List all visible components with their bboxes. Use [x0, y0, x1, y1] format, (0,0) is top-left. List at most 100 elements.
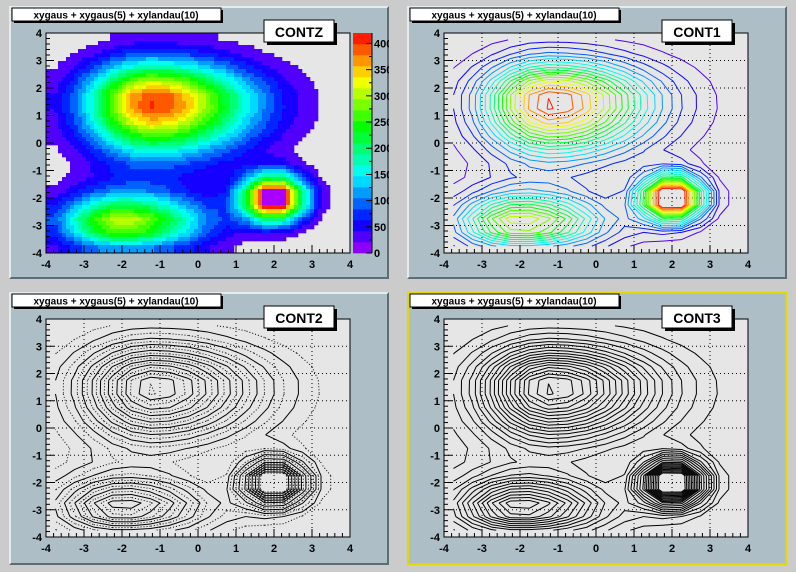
contour-line-segment [510, 209, 530, 212]
contour-fill-cell [126, 113, 131, 118]
contour-fill-cell [222, 233, 227, 238]
contour-fill-cell [70, 197, 75, 202]
contour-fill-cell [194, 229, 199, 234]
contour-fill-cell [98, 185, 103, 190]
contour-fill-cell [230, 193, 235, 198]
pad-cont1[interactable]: -4 -3 -2 -1 0 1 2 3 4 -4 -3 -2 -1 0 1 2 3 4 xygaus + xygau… [407, 6, 787, 279]
contour-fill-cell [226, 69, 231, 74]
contour-line-segment [662, 122, 667, 127]
contour-fill-cell [278, 237, 283, 242]
contour-line-segment [169, 486, 175, 490]
contour-fill-cell [82, 221, 87, 226]
contour-fill-cell [306, 225, 311, 230]
contour-fill-cell [290, 113, 295, 118]
contour-fill-cell [286, 89, 291, 94]
contour-fill-cell [210, 193, 215, 198]
label-background [263, 19, 335, 43]
contour-fill-cell [166, 249, 171, 254]
contour-fill-cell [266, 173, 271, 178]
contour-fill-cell [230, 89, 235, 94]
contour-fill-cell [74, 53, 79, 58]
contour-line-segment [169, 473, 173, 477]
contour-fill-cell [126, 237, 131, 242]
contour-fill-cell [114, 101, 119, 106]
contour-line-segment [491, 177, 511, 185]
contour-fill-cell [186, 97, 191, 102]
contour-fill-cell [270, 181, 275, 186]
contour-fill-cell [226, 133, 231, 138]
contour-line-segment [662, 228, 682, 230]
contour-fill-cell [150, 129, 155, 134]
contour-fill-cell [86, 213, 91, 218]
contour-fill-cell [234, 109, 239, 114]
contour-fill-cell [66, 145, 71, 150]
contour-fill-cell [126, 153, 131, 158]
contour-fill-cell [274, 145, 279, 150]
contour-fill-cell [198, 37, 203, 42]
contour-fill-cell [102, 201, 107, 206]
contour-fill-cell [114, 157, 119, 162]
contour-fill-cell [98, 81, 103, 86]
contour-fill-cell [146, 221, 151, 226]
pad-contz[interactable]: -4-3-2-101234-4-3-2-10123405010015020025… [9, 6, 389, 279]
contour-line-segment [472, 238, 492, 246]
contour-line-segment [302, 471, 307, 477]
contour-fill-cell [306, 209, 311, 214]
contour-fill-cell [130, 137, 135, 142]
contour-fill-cell [302, 169, 307, 174]
contour-fill-cell [114, 241, 119, 246]
contour-fill-cell [178, 213, 183, 218]
y-tick-label: 4 [36, 28, 43, 40]
contour-fill-cell [134, 201, 139, 206]
contour-fill-cell [214, 197, 219, 202]
contour-fill-cell [86, 185, 91, 190]
contour-line-segment [494, 80, 506, 96]
contour-fill-cell [110, 141, 115, 146]
contour-fill-cell [206, 45, 211, 50]
contour-fill-cell [102, 137, 107, 142]
contour-fill-cell [178, 89, 183, 94]
contour-line-segment [567, 138, 587, 143]
contour-line-segment [586, 188, 590, 192]
contour-fill-cell [310, 85, 315, 90]
contour-fill-cell [162, 249, 167, 254]
contour-fill-cell [118, 33, 123, 38]
contour-fill-cell [70, 153, 75, 158]
contour-line-segment [529, 192, 549, 196]
contour-fill-cell [242, 209, 247, 214]
contour-line-segment [474, 149, 490, 164]
contour-fill-cell [242, 53, 247, 58]
contour-fill-cell [78, 89, 83, 94]
contour-fill-cell [254, 81, 259, 86]
contour-fill-cell [194, 69, 199, 74]
contour-line-segment [529, 55, 549, 58]
contour-fill-cell [158, 145, 163, 150]
contour-fill-cell [190, 113, 195, 118]
contour-fill-cell [82, 153, 87, 158]
contour-fill-cell [166, 77, 171, 82]
contour-fill-cell [294, 165, 299, 170]
contour-fill-cell [158, 177, 163, 182]
contour-fill-cell [134, 53, 139, 58]
contour-fill-cell [274, 205, 279, 210]
contour-fill-cell [190, 37, 195, 42]
contour-fill-cell [66, 105, 71, 110]
contour-fill-cell [190, 213, 195, 218]
contour-fill-cell [46, 209, 51, 214]
contour-fill-cell [58, 69, 63, 74]
contour-fill-cell [326, 205, 331, 210]
contour-line-segment [643, 167, 663, 178]
contour-fill-cell [62, 61, 67, 66]
contour-line-segment [621, 94, 623, 109]
contour-fill-cell [254, 93, 259, 98]
contour-line-segment [93, 352, 104, 360]
contour-fill-cell [226, 73, 231, 78]
contour-fill-cell [190, 53, 195, 58]
pad-cont2[interactable]: -4 -3 -2 -1 0 1 2 3 4 -4 -3 -2 -1 0 1 2 3 4 xygaus + xygau… [9, 292, 389, 565]
contour-fill-cell [98, 113, 103, 118]
contour-line-segment [74, 519, 94, 528]
contour-line-segment [641, 80, 644, 84]
contour-fill-cell [194, 233, 199, 238]
contour-line-segment [464, 122, 473, 135]
contour-fill-cell [110, 113, 115, 118]
